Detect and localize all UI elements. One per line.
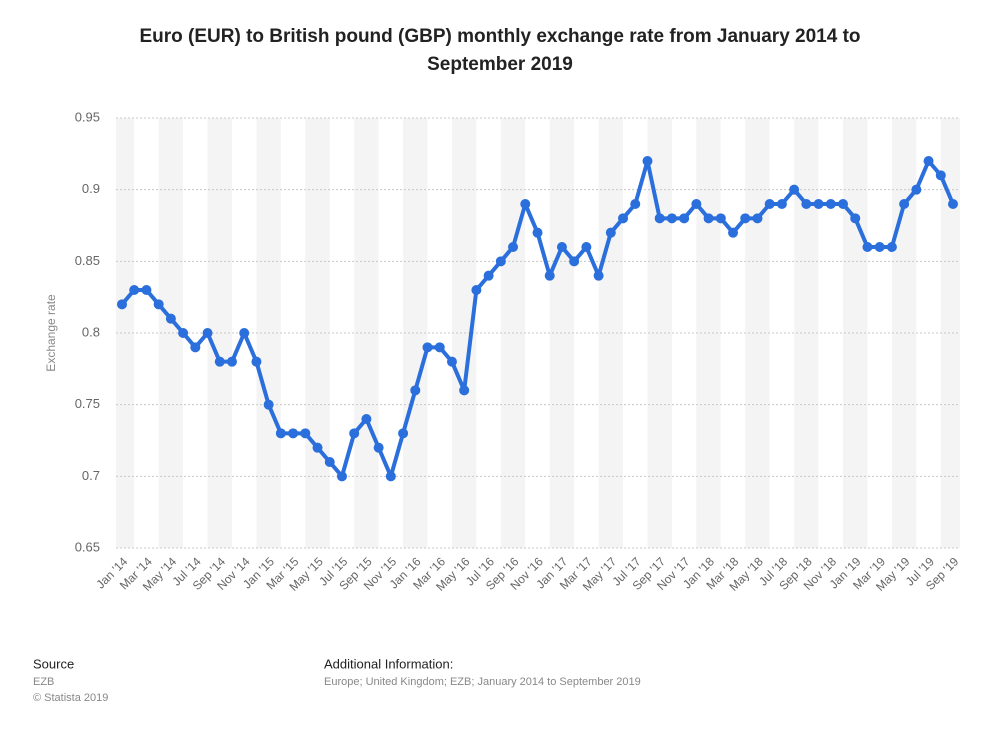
point [776, 199, 787, 209]
point [239, 328, 250, 338]
point [214, 356, 225, 367]
y-tick-label: 0.8 [82, 324, 100, 339]
point [764, 199, 775, 209]
point [654, 213, 665, 224]
point [630, 199, 641, 209]
point [410, 385, 421, 396]
point [911, 184, 922, 195]
point [324, 457, 335, 467]
source: EZB [33, 676, 54, 688]
y-tick-label: 0.65 [75, 539, 100, 554]
point [948, 199, 958, 209]
y-axis-label: Exchange rate [44, 294, 58, 372]
point [605, 227, 616, 238]
point [446, 356, 457, 367]
y-tick-label: 0.7 [82, 468, 100, 483]
point [581, 242, 592, 252]
point [556, 242, 567, 252]
band [378, 118, 404, 548]
point [679, 213, 690, 224]
point [434, 342, 445, 353]
band [403, 118, 428, 548]
band [623, 118, 648, 548]
point [300, 428, 311, 439]
point [202, 328, 213, 338]
point [923, 156, 934, 166]
point [373, 442, 384, 453]
point [691, 199, 702, 209]
point [275, 428, 286, 439]
point [178, 328, 189, 338]
point [288, 428, 299, 439]
point [153, 299, 164, 310]
point [618, 213, 629, 224]
point [532, 227, 543, 238]
point [715, 213, 726, 224]
point [422, 342, 433, 353]
point [544, 270, 555, 281]
point [385, 471, 396, 482]
point [263, 399, 274, 410]
band [940, 118, 960, 548]
point [495, 256, 506, 267]
point [190, 342, 201, 353]
chart-title: Euro (EUR) to British pound (GBP) monthl… [139, 26, 860, 75]
point [728, 227, 739, 238]
point [752, 213, 763, 224]
point [349, 428, 360, 439]
point [593, 270, 604, 281]
info-title: Additional Information: [324, 656, 453, 671]
point [361, 414, 372, 424]
point [226, 356, 237, 367]
band [354, 118, 379, 548]
y-tick-label: 0.75 [75, 396, 100, 411]
point [838, 199, 849, 209]
band [867, 118, 892, 548]
band [134, 118, 159, 548]
point [850, 213, 861, 224]
y-tick-label: 0.85 [75, 253, 100, 268]
point [117, 299, 127, 310]
point [508, 242, 519, 252]
point [251, 356, 262, 367]
point [129, 285, 140, 295]
point [141, 285, 152, 295]
band [843, 118, 868, 548]
point [312, 442, 323, 453]
point [520, 199, 531, 209]
point [801, 199, 812, 209]
band [427, 118, 452, 548]
point [398, 428, 409, 439]
point [825, 199, 836, 209]
point [471, 285, 482, 295]
point [862, 242, 873, 252]
point [165, 313, 176, 324]
point [740, 213, 751, 224]
point [336, 471, 347, 482]
point [813, 199, 824, 209]
point [789, 184, 800, 195]
source-title: Source [33, 656, 74, 671]
y-tick-label: 0.9 [82, 181, 100, 196]
point [569, 256, 580, 267]
info: Europe; United Kingdom; EZB; January 201… [324, 676, 641, 688]
copyright: © Statista 2019 [33, 692, 108, 704]
point [886, 242, 897, 252]
point [642, 156, 653, 166]
point [703, 213, 714, 224]
point [483, 270, 494, 281]
band [574, 118, 599, 548]
band [598, 118, 624, 548]
point [874, 242, 885, 252]
point [666, 213, 677, 224]
y-tick-label: 0.95 [75, 109, 100, 124]
point [899, 199, 910, 209]
point [935, 170, 946, 181]
band [818, 118, 844, 548]
point [459, 385, 470, 396]
